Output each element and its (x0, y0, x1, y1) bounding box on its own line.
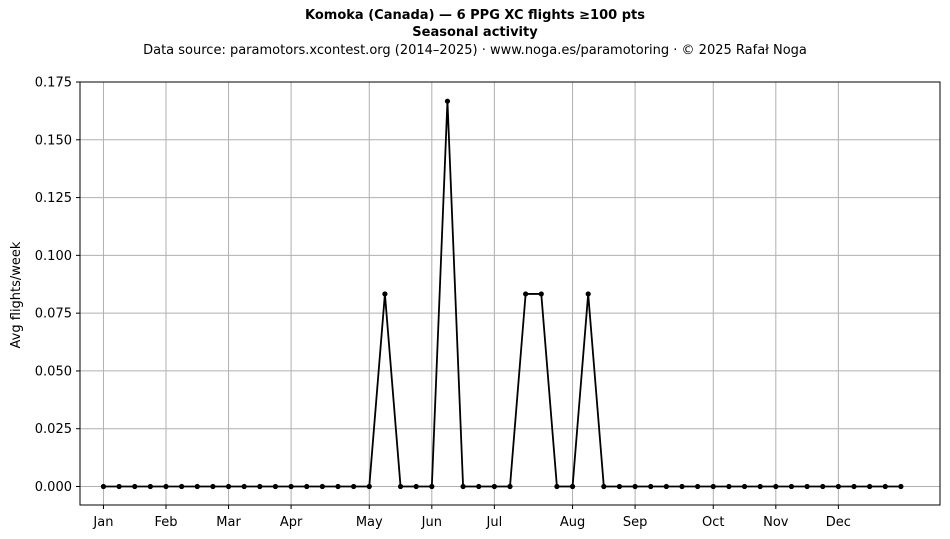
data-point (757, 483, 763, 490)
y-tick-label: 0.175 (35, 76, 72, 91)
data-point (679, 483, 685, 490)
data-point (820, 483, 826, 490)
data-point (351, 483, 357, 490)
y-tick-label: 0.125 (35, 191, 72, 206)
data-point (179, 483, 185, 490)
x-tick-label: Jul (486, 515, 503, 530)
data-point (241, 483, 247, 490)
data-point (491, 483, 497, 490)
data-point (397, 483, 404, 490)
data-point (867, 483, 873, 490)
data-point (116, 483, 122, 490)
data-point (788, 483, 795, 490)
x-tick-label: May (356, 515, 383, 530)
data-point (382, 291, 388, 297)
data-point (538, 291, 544, 297)
data-source-note: Data source: paramotors.xcontest.org (20… (143, 43, 807, 58)
data-point (444, 98, 451, 104)
data-point (695, 483, 701, 490)
series-points (100, 98, 904, 490)
data-point (366, 483, 372, 490)
data-point (163, 483, 169, 490)
x-tick-label: Apr (280, 515, 303, 530)
x-tick-label: Nov (763, 515, 789, 530)
data-point (460, 483, 466, 490)
grid-lines (80, 81, 940, 505)
data-point (882, 483, 888, 490)
y-axis-ticks: 0.000 0.025 0.050 0.075 0.100 0.125 0.150 0.175 (35, 76, 80, 495)
data-point (601, 483, 607, 490)
chart-subtitle: Seasonal activity (412, 25, 538, 40)
data-point (898, 483, 904, 490)
data-point (257, 483, 263, 490)
data-point (663, 483, 669, 490)
data-point (288, 483, 294, 490)
data-point (476, 483, 482, 490)
y-tick-label: 0.150 (35, 133, 72, 148)
data-point (147, 483, 153, 490)
chart-title: Komoka (Canada) — 6 PPG XC flights ≥100 … (305, 8, 645, 23)
data-point (726, 483, 732, 490)
data-point (210, 483, 216, 490)
data-line (103, 100, 901, 488)
x-tick-label: Dec (826, 515, 851, 530)
data-point (335, 483, 341, 490)
y-tick-label: 0.075 (35, 307, 72, 322)
y-tick-label: 0.100 (35, 249, 72, 264)
data-point (272, 483, 279, 490)
x-tick-label: Sep (623, 515, 648, 530)
series-line (103, 100, 901, 488)
data-point (429, 483, 435, 490)
data-point (304, 483, 310, 490)
data-point (804, 483, 810, 490)
y-tick-label: 0.025 (35, 422, 72, 437)
x-tick-label: Jun (421, 515, 442, 530)
data-point (554, 483, 560, 490)
data-point (585, 291, 591, 297)
x-tick-label: Jan (92, 515, 113, 530)
data-point (413, 483, 419, 490)
data-point (851, 483, 857, 490)
data-point (835, 483, 841, 490)
x-axis-ticks: Jan Feb Mar Apr May Jun Jul Aug Sep Oct Nov Dec (92, 505, 851, 530)
data-point (194, 483, 200, 490)
axes (79, 81, 941, 506)
data-point (569, 483, 576, 490)
data-point (132, 483, 138, 490)
y-tick-label: 0.050 (35, 364, 72, 379)
data-point (225, 483, 232, 490)
x-tick-label: Mar (216, 515, 241, 530)
y-axis-label: Avg flights/week (9, 241, 24, 348)
data-point (648, 483, 654, 490)
y-tick-label: 0.000 (35, 480, 72, 495)
data-point (773, 483, 779, 490)
data-point (507, 483, 513, 490)
x-tick-label: Feb (154, 515, 177, 530)
data-point (632, 483, 638, 490)
x-tick-label: Aug (560, 515, 585, 530)
data-point (616, 483, 623, 490)
x-tick-label: Oct (702, 515, 724, 530)
plot-frame (79, 81, 941, 506)
data-point (741, 483, 748, 490)
data-point (319, 483, 325, 490)
data-point (100, 483, 107, 490)
data-point (523, 291, 529, 297)
data-point (710, 483, 716, 490)
